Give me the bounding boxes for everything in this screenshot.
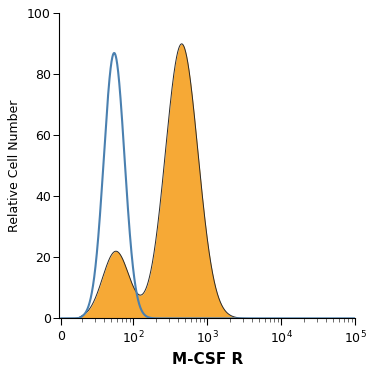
Y-axis label: Relative Cell Number: Relative Cell Number xyxy=(8,100,21,232)
X-axis label: M-CSF R: M-CSF R xyxy=(171,352,243,367)
